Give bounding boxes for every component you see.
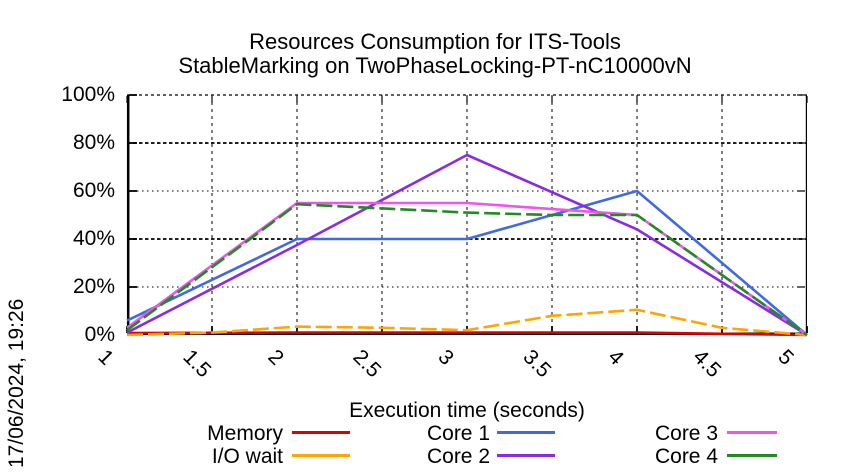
plot-area bbox=[126, 94, 808, 337]
legend-label-core-1: Core 1 bbox=[426, 422, 490, 445]
chart-title-block: Resources Consumption for ITS-Tools Stab… bbox=[60, 30, 810, 78]
y-axis-tick-label: 80% bbox=[72, 131, 115, 154]
x-axis-tick-label: 1.5 bbox=[178, 345, 216, 383]
x-axis-tick-label: 5 bbox=[773, 345, 798, 370]
chart-title: Resources Consumption for ITS-Tools bbox=[249, 29, 621, 54]
x-axis-tick-label: 3.5 bbox=[518, 345, 556, 383]
legend-swatch-core-2 bbox=[497, 454, 555, 457]
legend-swatch-core-3 bbox=[727, 431, 777, 434]
series-line-memory bbox=[126, 331, 808, 337]
y-axis-tick-label: 60% bbox=[72, 179, 115, 202]
y-axis-tick-label: 40% bbox=[72, 227, 115, 250]
x-axis-title: Execution time (seconds) bbox=[349, 399, 585, 422]
x-axis-tick-label: 3 bbox=[433, 345, 458, 370]
chart-subtitle: StableMarking on TwoPhaseLocking-PT-nC10… bbox=[178, 53, 692, 78]
x-axis-tick-label: 4 bbox=[603, 345, 628, 370]
legend-label-core-2: Core 2 bbox=[426, 445, 490, 468]
x-axis-tick-label: 1 bbox=[93, 345, 118, 370]
series-line-i-o-wait bbox=[126, 308, 808, 337]
x-axis-tick-label: 2.5 bbox=[348, 345, 386, 383]
x-axis-tick-label: 4.5 bbox=[688, 345, 726, 383]
legend-swatch-core-4 bbox=[727, 454, 777, 457]
legend-label-memory: Memory bbox=[207, 422, 283, 445]
legend-label-core-3: Core 3 bbox=[654, 422, 718, 445]
series-line-core-2 bbox=[126, 153, 808, 337]
series-line-core-4 bbox=[126, 202, 808, 337]
y-axis-tick-label: 0% bbox=[84, 323, 115, 346]
y-axis-tick-label: 20% bbox=[72, 275, 115, 298]
y-axis-tick-label: 100% bbox=[61, 83, 115, 106]
legend-swatch-memory bbox=[292, 431, 350, 434]
legend-label-core-4: Core 4 bbox=[654, 445, 718, 468]
series-line-core-1 bbox=[126, 189, 808, 336]
x-axis-tick-label: 2 bbox=[263, 345, 288, 370]
legend-swatch-io-wait bbox=[292, 454, 350, 457]
legend-swatch-core-1 bbox=[497, 431, 555, 434]
legend-label-io-wait: I/O wait bbox=[211, 445, 283, 468]
